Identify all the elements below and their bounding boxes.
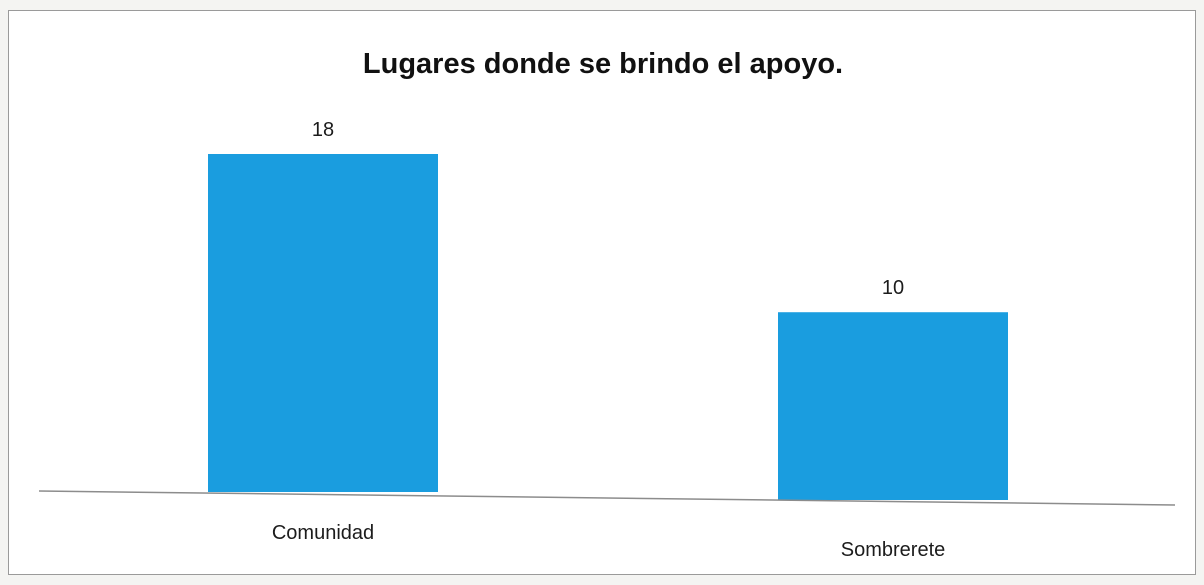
x-axis-line — [38, 490, 1176, 506]
data-label-sombrerete: 10 — [882, 277, 904, 299]
category-label-comunidad: Comunidad — [272, 522, 374, 544]
data-label-comunidad: 18 — [312, 119, 334, 141]
bar-sombrerete — [778, 312, 1008, 500]
bars-layer — [208, 154, 1008, 500]
bar-chart: Lugares donde se brindo el apoyo. 18 Comu… — [38, 48, 1176, 561]
bar-comunidad — [208, 154, 438, 492]
category-label-sombrerete: Sombrerete — [841, 539, 946, 561]
chart-title: Lugares donde se brindo el apoyo. — [363, 48, 843, 80]
labels-layer: 18 Comunidad 10 Sombrerete — [272, 119, 945, 561]
chart-frame: Lugares donde se brindo el apoyo. 18 Comu… — [8, 10, 1196, 575]
